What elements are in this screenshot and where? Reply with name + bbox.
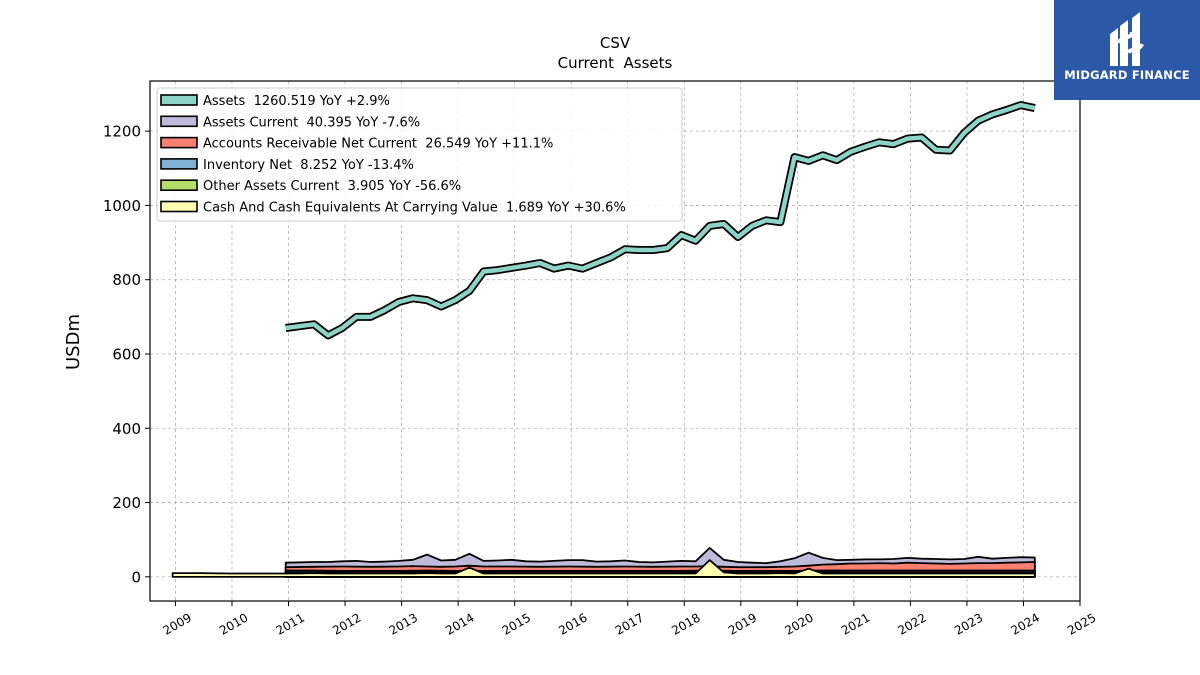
y-tick-label: 1200: [103, 123, 141, 141]
legend-swatch-assets_current: [160, 115, 198, 128]
x-tick-label: 2015: [500, 610, 533, 637]
y-tick-label: 1000: [103, 197, 141, 215]
x-tick-label: 2019: [726, 610, 759, 637]
legend-swatch-other_assets: [160, 179, 198, 191]
legend-label-other_assets: Other Assets Current 3.905 YoY -56.6%: [203, 179, 461, 194]
line-assets: [285, 102, 1036, 338]
logo-mark-icon: [1110, 12, 1144, 66]
x-tick-label: 2011: [274, 610, 307, 637]
x-tick-label: 2022: [895, 610, 928, 637]
x-tick-label: 2009: [160, 610, 193, 637]
legend-label-cash: Cash And Cash Equivalents At Carrying Va…: [203, 201, 626, 216]
legend-label-inventory: Inventory Net 8.252 YoY -13.4%: [203, 158, 414, 173]
legend-swatch-cash: [160, 200, 198, 213]
legend-box: [156, 87, 683, 222]
logo-text: MIDGARD FINANCE: [1064, 68, 1190, 82]
legend-label-assets_current: Assets Current 40.395 YoY -7.6%: [203, 115, 420, 130]
x-tick-label: 2023: [952, 610, 985, 637]
x-tick-label: 2012: [330, 610, 363, 637]
x-tick-label: 2013: [387, 610, 420, 637]
y-tick-label: 0: [131, 568, 141, 586]
x-tick-label: 2025: [1065, 610, 1098, 637]
x-tick-label: 2010: [217, 610, 250, 637]
legend-swatch-assets: [160, 94, 198, 106]
chart-title: CSV: [600, 34, 631, 52]
x-tick-label: 2020: [782, 610, 815, 637]
legend-label-assets: Assets 1260.519 YoY +2.9%: [203, 94, 390, 109]
x-tick-label: 2016: [556, 610, 589, 637]
chart-subtitle: Current Assets: [558, 54, 673, 72]
y-tick-label: 400: [112, 420, 141, 438]
y-tick-label: 200: [112, 494, 141, 512]
y-tick-label: 600: [112, 346, 141, 364]
x-tick-label: 2021: [839, 610, 872, 637]
plot-frame: [149, 80, 1081, 602]
brand-logo: MIDGARD FINANCE: [1054, 0, 1200, 100]
y-axis-label: USDm: [63, 314, 84, 370]
legend-swatch-accounts_receivable: [160, 136, 198, 149]
x-tick-label: 2024: [1009, 610, 1042, 637]
legend: Assets 1260.519 YoY +2.9% Assets Current …: [156, 87, 683, 222]
series-layer: [171, 101, 1036, 578]
x-tick-label: 2014: [443, 610, 476, 637]
x-tick-label: 2018: [669, 610, 702, 637]
x-tick-label: 2017: [613, 610, 646, 637]
area-cash: [171, 559, 1036, 578]
y-tick-label: 800: [112, 271, 141, 289]
legend-label-accounts_receivable: Accounts Receivable Net Current 26.549 Y…: [203, 137, 553, 152]
legend-swatch-inventory: [160, 158, 198, 170]
